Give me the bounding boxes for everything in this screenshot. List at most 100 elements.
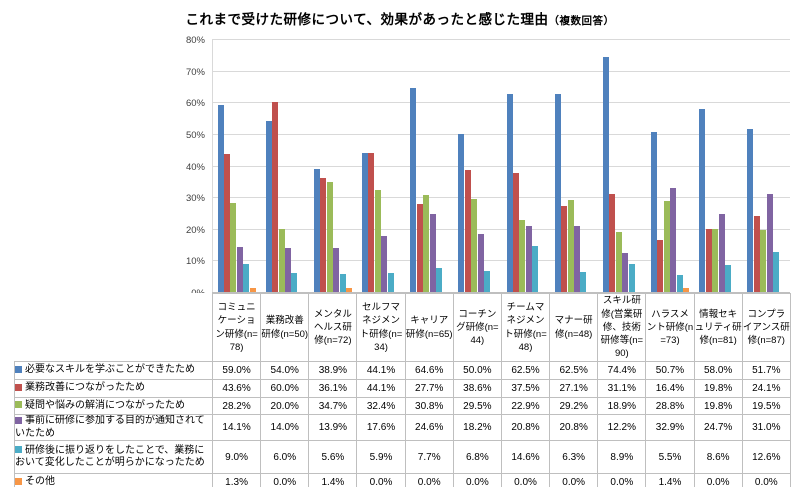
gridline: [212, 133, 790, 135]
value-cell: 24.7%: [693, 414, 743, 441]
x-axis-line: [212, 292, 790, 293]
bar: [381, 236, 388, 292]
bar: [718, 213, 725, 292]
bar: [362, 152, 368, 292]
bar: [477, 234, 484, 292]
bar: [506, 94, 513, 292]
value-cell: 16.4%: [645, 379, 695, 398]
y-axis-labels: 0%10%20%30%40%50%60%70%80%: [0, 35, 205, 299]
value-cell: 7.7%: [404, 440, 454, 474]
value-cell: 54.0%: [260, 361, 310, 380]
bar: [423, 194, 430, 292]
series-name-cell: 必要なスキルを学ぶことができたため: [14, 361, 213, 380]
table-row: 必要なスキルを学ぶことができたため 59.0% 54.0% 38.9% 44.1% 64.…: [14, 361, 791, 380]
gridline: [212, 70, 790, 72]
value-cell: 24.6%: [404, 414, 454, 441]
bar: [429, 214, 436, 292]
bar: [760, 230, 767, 292]
bar: [670, 187, 677, 292]
bar: [278, 228, 285, 292]
plot-area: [212, 39, 790, 297]
value-cell: 19.5%: [741, 397, 791, 415]
legend-key-swatch: [15, 416, 22, 424]
value-cell: 20.0%: [260, 397, 310, 415]
category-header: コミュニケーション研修(n=78): [211, 293, 262, 362]
bar: [525, 226, 532, 292]
gridline: [212, 102, 790, 104]
category-header: 情報セキュリティ研修(n=81): [693, 293, 743, 362]
bar: [580, 272, 587, 292]
value-cell: 20.8%: [500, 414, 551, 441]
bar: [663, 200, 670, 292]
bar: [753, 215, 760, 292]
bar: [346, 287, 353, 292]
value-cell: 31.0%: [741, 414, 791, 441]
series-name-label: 業務改善につながったため: [25, 382, 145, 394]
value-cell: 13.9%: [308, 414, 358, 441]
value-cell: 29.2%: [549, 397, 599, 415]
table-row: 研修後に振り返りをしたことで、業務において変化したことが明らかになったため 9.0…: [14, 440, 791, 474]
value-cell: 8.9%: [597, 440, 647, 474]
category-header: コーチング研修(n=44): [452, 293, 502, 362]
legend-key-swatch: [15, 383, 22, 391]
value-cell: 50.7%: [645, 361, 695, 380]
value-cell: 6.3%: [549, 440, 599, 474]
category-header: 業務改善研修(n=50): [260, 293, 310, 362]
bar: [223, 154, 230, 292]
bar: [291, 273, 298, 292]
legend-key-swatch: [15, 446, 22, 453]
table-header-row: コミュニケーション研修(n=78) 業務改善研修(n=50) メンタルヘルス研修(n…: [15, 293, 791, 362]
value-cell: 31.1%: [597, 379, 647, 398]
bar: [236, 247, 243, 292]
bar: [712, 229, 719, 292]
bar: [387, 273, 394, 292]
bar: [265, 121, 272, 292]
bar: [657, 240, 664, 292]
value-cell: 0.0%: [404, 473, 454, 487]
value-cell: 1.3%: [211, 473, 262, 487]
legend-key-swatch: [15, 477, 22, 485]
bar: [484, 270, 491, 292]
y-axis-tick-label: 70%: [185, 66, 205, 78]
value-cell: 60.0%: [260, 379, 310, 398]
gridline: [212, 228, 790, 230]
value-cell: 1.4%: [308, 473, 358, 487]
value-cell: 19.8%: [693, 397, 743, 415]
bar: [458, 133, 465, 292]
value-cell: 43.6%: [211, 379, 262, 398]
bar: [628, 263, 635, 292]
bar: [683, 287, 690, 292]
value-cell: 12.2%: [597, 414, 647, 441]
value-cell: 29.5%: [452, 397, 502, 415]
value-cell: 32.4%: [356, 397, 406, 415]
series-name-label: 疑問や悩みの解消につながったため: [25, 399, 185, 411]
value-cell: 6.0%: [260, 440, 310, 474]
bar: [561, 206, 568, 292]
value-cell: 38.9%: [308, 361, 358, 380]
series-name-cell: 業務改善につながったため: [14, 379, 213, 398]
bar: [554, 94, 561, 292]
value-cell: 32.9%: [645, 414, 695, 441]
value-cell: 8.6%: [693, 440, 743, 474]
value-cell: 20.8%: [549, 414, 599, 441]
value-cell: 27.1%: [549, 379, 599, 398]
value-cell: 28.2%: [211, 397, 262, 415]
value-cell: 0.0%: [741, 473, 791, 487]
y-axis-tick-label: 30%: [185, 193, 205, 205]
value-cell: 1.4%: [645, 473, 695, 487]
bar: [615, 232, 622, 292]
value-cell: 64.6%: [404, 361, 454, 380]
value-cell: 17.6%: [356, 414, 406, 441]
value-cell: 0.0%: [597, 473, 647, 487]
bar: [532, 245, 539, 292]
gridline: [212, 197, 790, 199]
category-header: メンタルヘルス研修(n=72): [308, 293, 358, 362]
bar: [326, 182, 333, 292]
series-name-cell: 疑問や悩みの解消につながったため: [14, 397, 213, 415]
value-cell: 5.9%: [356, 440, 406, 474]
y-axis-tick-label: 10%: [185, 256, 205, 268]
series-name-label: 研修後に振り返りをしたことで、業務において変化したことが明らかになったため: [15, 444, 205, 469]
value-cell: 62.5%: [549, 361, 599, 380]
bar: [230, 202, 237, 292]
